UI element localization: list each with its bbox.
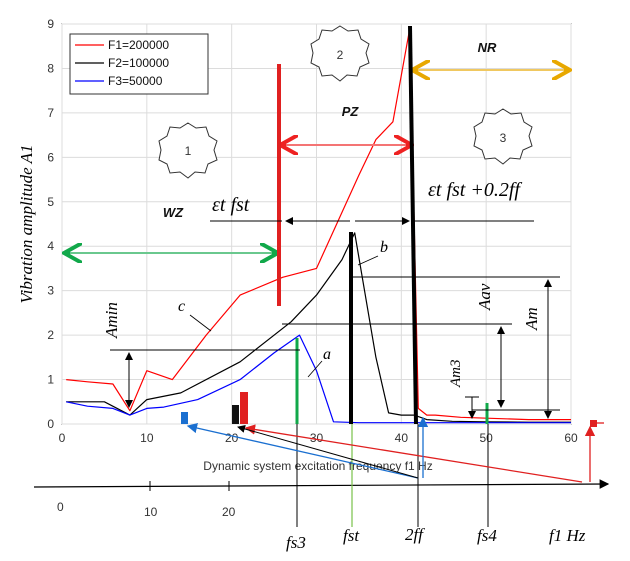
label-fs4: fs4	[477, 526, 497, 545]
lower-axis-tick-10: 10	[144, 505, 158, 519]
y-tick-8: 8	[47, 61, 54, 75]
y-tick-7: 7	[47, 106, 54, 120]
map-red-1	[244, 424, 583, 483]
label-2ff: 2ff	[405, 525, 425, 544]
label-amin: Amin	[102, 302, 121, 339]
black-vertical-2ff	[408, 25, 418, 425]
zone-seal-1: 1	[158, 122, 218, 179]
series-line-3	[66, 334, 571, 424]
zone-label-wz: WZ	[163, 205, 184, 220]
curve-pointer-c	[189, 314, 212, 332]
eps-label-2: εt fst +0.2ff	[428, 179, 522, 201]
series-line-2	[66, 232, 571, 423]
y-tick-3: 3	[47, 284, 54, 298]
svg-text:2: 2	[337, 48, 344, 62]
eps-label-1: εt fst	[212, 194, 250, 216]
zone-label-nr: NR	[478, 40, 497, 55]
y-tick-1: 1	[47, 373, 54, 387]
curve-label-c: c	[178, 298, 185, 315]
label-f1hz: f1 Hz	[549, 526, 586, 545]
x-tick-20: 20	[225, 431, 239, 445]
label-am: Am	[522, 307, 541, 331]
x-tick-60: 60	[564, 431, 578, 445]
y-axis-label: Vibration amplitude A1	[17, 145, 36, 304]
curve-label-a: a	[323, 346, 331, 363]
legend-entry-f1: F1=200000	[108, 38, 169, 52]
x-axis-label: Dynamic system excitation frequency f1 H…	[203, 459, 432, 473]
curve-label-b: b	[380, 239, 388, 256]
lower-axis-tick-0: 0	[57, 500, 64, 514]
grid	[61, 23, 572, 425]
label-am3: Am3	[448, 360, 464, 389]
y-tick-labels: 0 1 2 3 4 5 6 7 8 9	[47, 17, 54, 431]
x-tick-0: 0	[59, 431, 66, 445]
zone-seal-3: 3	[473, 108, 533, 165]
marker-red-square	[240, 392, 248, 424]
map-blue-1	[186, 422, 419, 479]
label-aav: Aav	[475, 283, 494, 311]
zone-label-pz: PZ	[342, 104, 360, 119]
legend-entry-f2: F2=100000	[108, 56, 169, 70]
y-tick-6: 6	[47, 150, 54, 164]
svg-text:1: 1	[185, 144, 192, 158]
x-tick-40: 40	[395, 431, 409, 445]
lower-axis-tick-20: 20	[222, 505, 236, 519]
lower-axis	[33, 479, 610, 489]
legend: F1=200000 F2=100000 F3=50000	[69, 33, 209, 95]
x-tick-10: 10	[140, 431, 154, 445]
x-tick-30: 30	[310, 431, 324, 445]
y-tick-2: 2	[47, 328, 54, 342]
y-tick-5: 5	[47, 195, 54, 209]
curve-pointer-b	[357, 255, 379, 266]
curve-pointer-a	[307, 360, 323, 378]
y-tick-4: 4	[47, 239, 54, 253]
x-tick-labels: 0 10 20 30 40 50 60	[59, 431, 578, 445]
svg-text:3: 3	[500, 131, 507, 145]
marker-black-square	[232, 405, 239, 424]
zone-seal-2: 2	[310, 25, 370, 82]
marker-blue-square	[181, 412, 188, 424]
x-tick-50: 50	[479, 431, 493, 445]
y-tick-0: 0	[47, 417, 54, 431]
label-fs3: fs3	[286, 533, 306, 552]
y-tick-9: 9	[47, 17, 54, 31]
map-black-1	[237, 425, 419, 479]
legend-entry-f3: F3=50000	[108, 74, 163, 88]
label-fst: fst	[343, 526, 360, 545]
